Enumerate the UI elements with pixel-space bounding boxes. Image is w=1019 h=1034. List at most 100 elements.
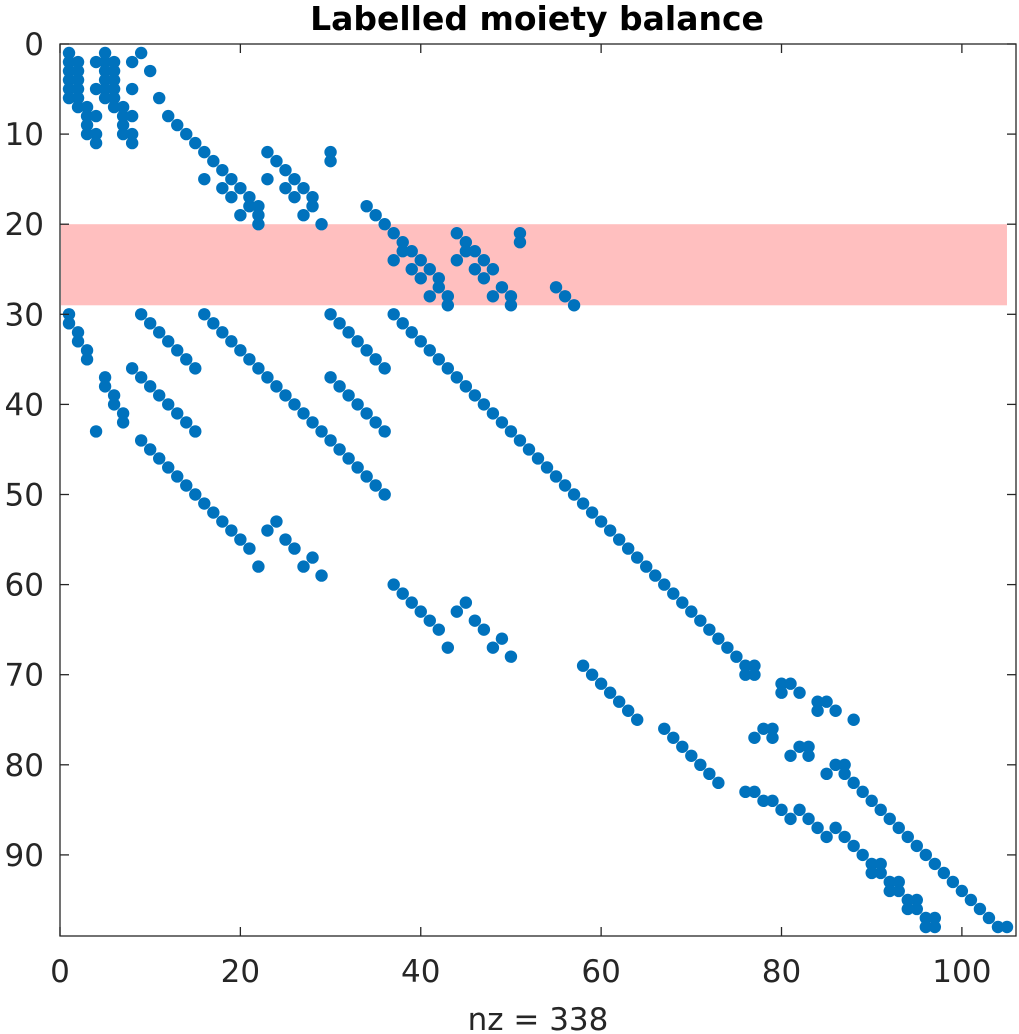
nonzero-point — [143, 64, 157, 78]
nonzero-point — [549, 281, 563, 294]
nonzero-point — [333, 380, 346, 393]
nonzero-point — [441, 290, 455, 303]
nonzero-point — [297, 181, 310, 195]
nonzero-point — [234, 181, 247, 195]
x-tick-label: 60 — [581, 954, 620, 990]
chart-title: Labelled moiety balance — [310, 0, 764, 38]
nonzero-point — [414, 335, 427, 348]
nonzero-point — [107, 389, 121, 402]
nonzero-point — [62, 317, 76, 330]
nonzero-point — [234, 208, 247, 222]
nonzero-point — [423, 344, 436, 357]
nonzero-point — [964, 893, 978, 907]
nonzero-point — [874, 866, 887, 880]
nonzero-point — [297, 208, 310, 222]
nonzero-point — [207, 506, 220, 519]
nonzero-point — [243, 542, 256, 555]
nonzero-point — [125, 362, 139, 375]
nonzero-point — [865, 857, 878, 871]
nonzero-point — [306, 199, 319, 213]
nonzero-point — [125, 109, 139, 123]
nonzero-point — [477, 254, 491, 267]
nonzero-point — [531, 452, 545, 465]
nonzero-point — [62, 46, 76, 60]
nonzero-point — [198, 172, 211, 186]
nonzero-point — [865, 866, 878, 880]
nonzero-point — [324, 145, 337, 159]
nonzero-point — [793, 740, 806, 753]
nonzero-point — [928, 911, 942, 925]
y-tick-label: 60 — [5, 568, 44, 604]
nonzero-point — [134, 46, 148, 60]
nonzero-point — [450, 605, 464, 618]
nonzero-point — [522, 443, 536, 456]
x-tick-label: 0 — [50, 954, 70, 990]
nonzero-point — [387, 308, 400, 321]
nonzero-point — [450, 371, 464, 384]
nonzero-point — [757, 794, 770, 808]
nonzero-point — [396, 587, 409, 600]
nonzero-point — [216, 181, 229, 195]
x-tick-label: 20 — [221, 954, 260, 990]
nonzero-point — [333, 317, 346, 330]
nonzero-point — [71, 73, 85, 87]
nonzero-point — [450, 254, 464, 267]
nonzero-point — [288, 190, 301, 204]
nonzero-point — [198, 145, 211, 159]
nonzero-point — [775, 686, 788, 699]
nonzero-point — [288, 542, 301, 555]
nonzero-point — [856, 848, 869, 862]
nonzero-point — [89, 55, 103, 69]
highlight-band — [61, 224, 1007, 306]
nonzero-point — [107, 100, 121, 114]
nonzero-point — [450, 227, 464, 240]
nonzero-point — [225, 524, 238, 537]
nonzero-point — [973, 902, 987, 916]
nonzero-point — [288, 398, 301, 411]
nonzero-point — [414, 254, 427, 267]
nonzero-point — [315, 569, 328, 582]
y-tick-label: 30 — [5, 297, 44, 333]
nonzero-point — [585, 506, 599, 519]
nonzero-point — [153, 326, 166, 339]
nonzero-point — [631, 551, 644, 564]
nonzero-point — [558, 290, 572, 303]
nonzero-point — [414, 605, 427, 618]
nonzero-point — [441, 299, 455, 312]
nonzero-point — [252, 218, 265, 231]
nonzero-point — [153, 389, 166, 402]
nonzero-point — [748, 785, 761, 799]
nonzero-point — [261, 371, 274, 384]
nonzero-point — [775, 803, 788, 817]
nonzero-point — [594, 677, 608, 690]
nonzero-point — [98, 82, 112, 96]
nonzero-point — [62, 64, 76, 78]
nonzero-point — [189, 425, 202, 438]
nonzero-point — [441, 362, 455, 375]
nonzero-point — [396, 317, 409, 330]
nonzero-point — [685, 605, 698, 618]
nonzero-point — [829, 704, 842, 717]
nonzero-point — [901, 893, 914, 907]
nonzero-point — [342, 452, 355, 465]
nonzero-point — [225, 190, 238, 204]
nonzero-point — [306, 416, 319, 429]
nonzero-point — [874, 857, 887, 871]
nonzero-point — [892, 821, 905, 835]
nonzero-point — [351, 461, 364, 474]
nonzero-point — [98, 46, 112, 60]
nonzero-point — [252, 199, 265, 213]
nonzero-point — [811, 704, 824, 717]
nonzero-point — [802, 812, 815, 826]
nonzero-point — [504, 290, 518, 303]
nonzero-point — [919, 848, 933, 862]
nonzero-point — [576, 659, 590, 672]
y-tick-label: 70 — [5, 658, 44, 694]
nonzero-point — [504, 425, 518, 438]
nonzero-point — [405, 263, 418, 276]
nonzero-point — [712, 632, 725, 645]
nonzero-point — [98, 73, 112, 87]
nonzero-point — [685, 749, 698, 762]
nonzero-point — [171, 470, 184, 483]
nonzero-point — [80, 118, 94, 132]
